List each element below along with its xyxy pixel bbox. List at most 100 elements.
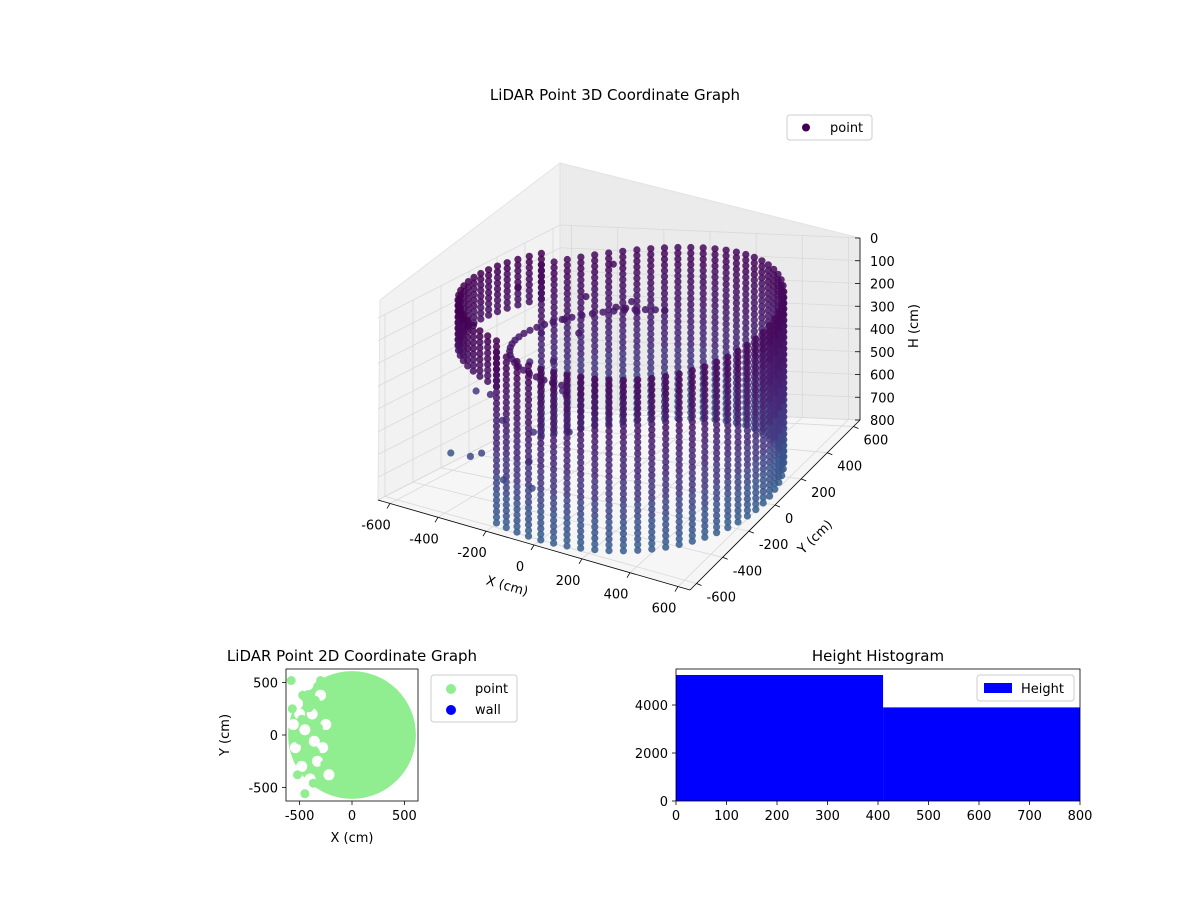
point-3d — [674, 249, 682, 257]
point-3d — [766, 481, 774, 489]
point-3d — [550, 275, 558, 283]
point-3d — [470, 285, 478, 293]
point-3d — [605, 524, 613, 532]
point-3d — [766, 322, 774, 330]
point-3d — [750, 287, 758, 296]
point-3d — [503, 270, 511, 278]
point-3d — [660, 363, 669, 371]
point-3d — [605, 323, 613, 331]
point-3d — [619, 541, 628, 549]
point-3d — [687, 323, 695, 331]
point-3d — [464, 278, 472, 286]
point-3d — [688, 463, 696, 471]
point-3d — [492, 394, 501, 402]
y-tick-label-3d: -600 — [707, 590, 737, 605]
point-3d — [648, 386, 656, 394]
point-3d — [502, 433, 510, 441]
point-3d — [743, 358, 752, 366]
point-3d — [577, 304, 585, 312]
point-3d — [713, 495, 721, 503]
point-3d — [503, 287, 511, 295]
point-3d — [688, 452, 696, 460]
point-3d — [688, 520, 696, 528]
point-3d — [713, 421, 721, 429]
point-3d — [674, 363, 682, 371]
point-3d — [502, 416, 510, 424]
point-3d — [563, 422, 571, 431]
point-3d — [464, 339, 472, 347]
point-3d — [537, 468, 545, 476]
point-3d — [648, 545, 656, 553]
point-3d — [577, 367, 585, 375]
legend-hist-label: Height — [1021, 682, 1064, 697]
point-3d — [619, 264, 627, 272]
point-2d — [313, 723, 323, 733]
y-tick-3d — [801, 478, 807, 482]
point-3d — [577, 527, 585, 535]
point-gap-2d — [317, 742, 329, 754]
point-3d — [687, 255, 695, 263]
point-3d — [759, 402, 767, 410]
point-3d — [648, 448, 656, 456]
point-3d — [577, 476, 585, 484]
z-tick-label-3d: 500 — [870, 346, 895, 361]
point-3d — [492, 502, 501, 510]
point-3d — [619, 427, 628, 435]
y-tick-label-hist: 4000 — [635, 699, 668, 714]
point-3d — [524, 458, 533, 466]
point-3d — [734, 450, 742, 458]
point-3d — [502, 370, 510, 378]
point-3d — [750, 305, 758, 313]
y-tick-3d — [827, 452, 833, 456]
point-3d — [724, 489, 732, 498]
point-3d — [734, 370, 742, 378]
point-3d — [550, 528, 558, 536]
point-3d — [687, 261, 695, 269]
point-3d — [701, 419, 709, 428]
point-3d — [759, 385, 767, 393]
point-3d — [699, 318, 707, 326]
point-3d — [688, 480, 696, 488]
point-3d — [742, 262, 750, 270]
point-3d — [513, 374, 521, 383]
point-3d — [484, 338, 492, 346]
point-fill-2d — [288, 671, 416, 799]
point-3d — [734, 444, 742, 452]
point-3d — [675, 393, 683, 401]
point-3d — [742, 290, 750, 298]
point-3d — [578, 311, 586, 319]
point-3d — [734, 433, 742, 441]
point-3d — [633, 274, 641, 282]
point-3d — [675, 376, 683, 384]
point-3d — [537, 371, 545, 379]
point-3d — [492, 490, 501, 498]
point-3d — [513, 420, 521, 428]
point-3d — [647, 296, 655, 304]
z-tick-label-3d: 800 — [870, 414, 895, 429]
point-3d — [688, 435, 696, 443]
point-3d — [724, 484, 732, 492]
point-3d — [550, 465, 558, 473]
x-tick-label-3d: -400 — [409, 532, 439, 547]
point-3d — [752, 403, 760, 411]
point-3d — [774, 270, 782, 278]
point-3d — [734, 399, 742, 407]
point-3d — [605, 421, 613, 430]
point-3d — [605, 393, 613, 401]
point-3d — [605, 541, 613, 549]
point-3d — [464, 350, 472, 359]
point-3d — [619, 253, 627, 261]
point-3d — [687, 317, 695, 326]
point-3d — [711, 336, 719, 344]
point-3d — [577, 544, 585, 552]
point-3d — [591, 359, 599, 367]
point-3d — [711, 296, 719, 304]
point-3d — [662, 481, 670, 489]
point-3d — [492, 371, 501, 379]
point-3d — [743, 393, 752, 401]
point-3d — [662, 429, 670, 437]
point-3d — [619, 355, 627, 363]
point-3d — [612, 303, 620, 311]
point-3d — [634, 461, 642, 469]
x-tick-label-hist: 100 — [714, 809, 739, 824]
